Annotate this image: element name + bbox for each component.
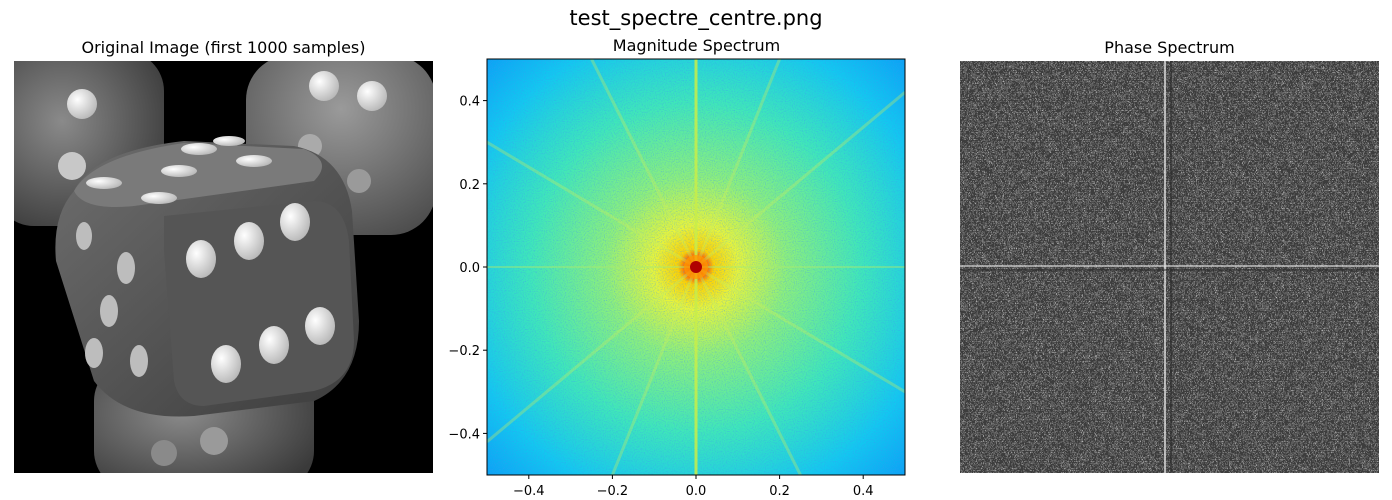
x-tick-label: 0.2 [769, 484, 790, 499]
magnitude-heatmap [487, 59, 905, 475]
x-tick-label: −0.4 [513, 484, 545, 499]
original-image [14, 61, 433, 473]
y-tick-label: −0.4 [448, 427, 480, 442]
y-tick-label: 0.0 [459, 261, 480, 276]
magnitude-spectrum-svg: −0.4 −0.2 0.0 0.2 0.4 −0.4 −0.2 0.0 0.2 0.4 [448, 58, 906, 499]
y-tick-label: −0.2 [448, 344, 480, 359]
x-tick-label: 0.4 [853, 484, 874, 499]
magnitude-ticks: −0.4 −0.2 0.0 0.2 0.4 −0.4 −0.2 0.0 0.2 0.4 [448, 95, 873, 499]
y-tick-label: 0.2 [459, 178, 480, 193]
y-tick-label: 0.4 [459, 95, 480, 110]
phase-spectrum-image [960, 61, 1379, 473]
figure-title: test_spectre_centre.png [569, 6, 823, 30]
original-image-title: Original Image (first 1000 samples) [81, 38, 366, 57]
phase-spectrum-title: Phase Spectrum [1104, 38, 1235, 57]
dice-picture [14, 61, 433, 473]
phase-noise-svg [960, 61, 1379, 473]
magnitude-peak [690, 261, 702, 273]
magnitude-spectrum-chart: −0.4 −0.2 0.0 0.2 0.4 −0.4 −0.2 0.0 0.2 0.4 [440, 56, 920, 500]
magnitude-spectrum-title: Magnitude Spectrum [612, 36, 781, 55]
x-tick-label: 0.0 [686, 484, 707, 499]
x-tick-label: −0.2 [597, 484, 629, 499]
